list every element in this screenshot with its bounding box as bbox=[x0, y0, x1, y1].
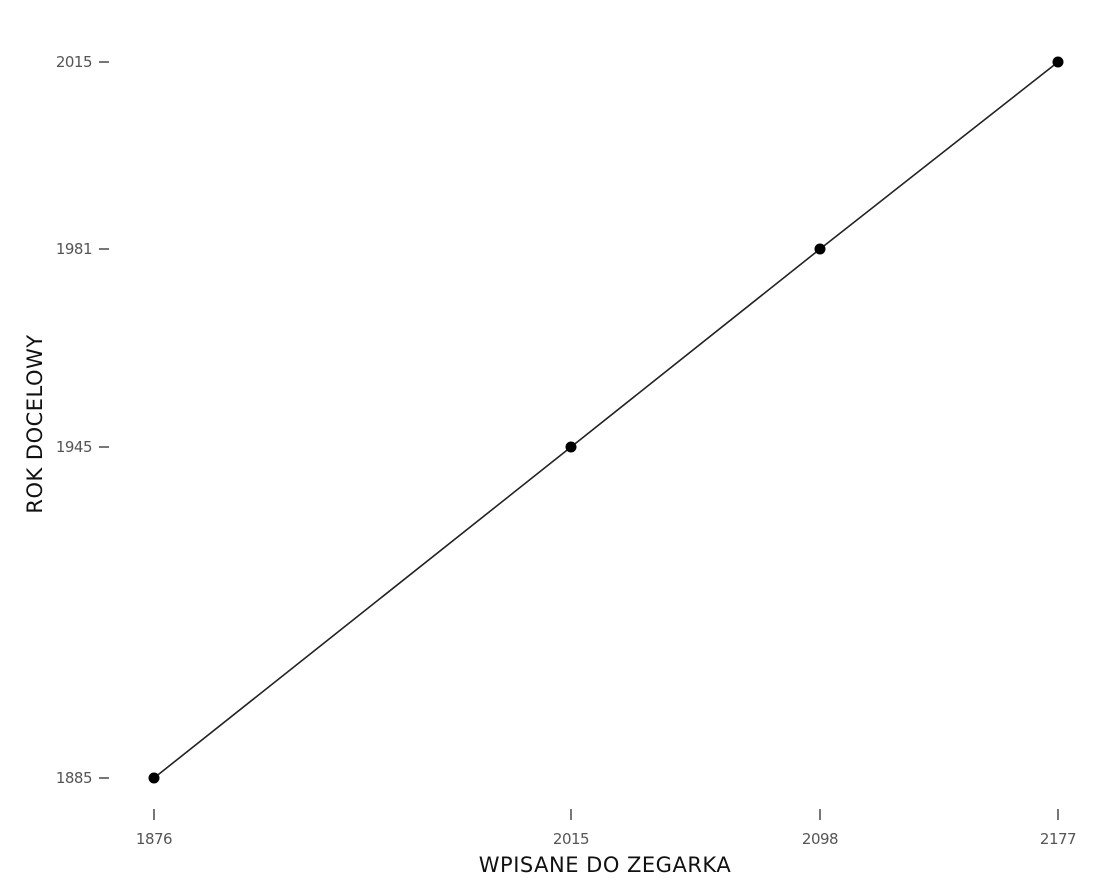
x-tick-label: 2098 bbox=[802, 830, 838, 848]
data-point bbox=[148, 772, 160, 784]
plot-area bbox=[148, 56, 1064, 784]
y-tick-label: 1945 bbox=[56, 438, 92, 456]
x-axis-label: WPISANE DO ZEGARKA bbox=[479, 853, 732, 877]
x-axis: 1876 2015 2098 2177 bbox=[136, 809, 1077, 848]
y-tick-label: 1885 bbox=[56, 769, 92, 787]
y-axis-label: ROK DOCELOWY bbox=[23, 334, 47, 513]
data-point bbox=[565, 441, 577, 453]
x-tick-label: 1876 bbox=[136, 830, 172, 848]
data-point bbox=[1052, 56, 1064, 68]
data-point bbox=[814, 243, 826, 255]
series-line bbox=[153, 61, 1059, 779]
y-axis: 1885 1945 1981 2015 bbox=[56, 53, 109, 787]
x-tick-label: 2177 bbox=[1040, 830, 1076, 848]
x-tick-label: 2015 bbox=[553, 830, 589, 848]
y-tick-label: 2015 bbox=[56, 53, 92, 71]
y-tick-label: 1981 bbox=[56, 240, 92, 258]
